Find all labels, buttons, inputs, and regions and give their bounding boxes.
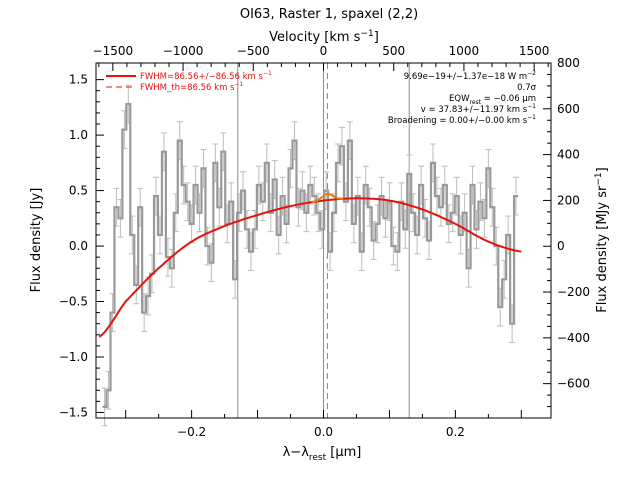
y2-tick-label: −200 bbox=[557, 285, 590, 299]
y-tick-label: −1.5 bbox=[59, 405, 88, 419]
x-tick-label: 0.2 bbox=[446, 425, 465, 439]
y2-tick-label: 200 bbox=[557, 193, 580, 207]
x2-axis-title: Velocity [km s−1] bbox=[269, 29, 379, 45]
y-tick-label: 0.0 bbox=[69, 239, 88, 253]
error-bars bbox=[101, 84, 520, 427]
y2-tick-label: 0 bbox=[557, 239, 565, 253]
x2-tick-label: 1500 bbox=[519, 44, 550, 58]
y-tick-label: −0.5 bbox=[59, 295, 88, 309]
line-fit-series bbox=[311, 192, 344, 204]
annotation-sigma: 0.7σ bbox=[517, 83, 537, 93]
x2-tick-label: 1000 bbox=[449, 44, 480, 58]
y-axis-title: Flux density [Jy] bbox=[29, 188, 44, 293]
reference-lines bbox=[237, 63, 410, 418]
y-tick-label: 1.0 bbox=[69, 128, 88, 142]
x-tick-label: 0.0 bbox=[314, 425, 333, 439]
y2-tick-label: −600 bbox=[557, 377, 590, 391]
x2-tick-label: −500 bbox=[237, 44, 270, 58]
legend-label-fwhm: FWHM=86.56+/−86.56 km s−1 bbox=[140, 70, 272, 82]
x2-tick-label: 500 bbox=[382, 44, 405, 58]
x2-tick-label: −1500 bbox=[93, 44, 134, 58]
y-axis-ticks: −1.5 −1.0 −0.5 0.0 0.5 1.0 1.5 bbox=[59, 73, 104, 419]
x-axis-ticks: −0.2 0.0 0.2 bbox=[125, 410, 522, 439]
x2-axis-ticks: −1500 −1000 −500 0 500 1000 1500 bbox=[93, 44, 550, 71]
annotation-velocity: v = 37.83+/−11.97 km s−1 bbox=[421, 103, 536, 115]
chart-title: OI63, Raster 1, spaxel (2,2) bbox=[240, 7, 418, 22]
y2-axis-title: Flux density [MJy sr−1] bbox=[594, 167, 610, 312]
x-axis-title: λ−λrest [μm] bbox=[283, 445, 362, 463]
annotation-flux: 9.69e−19+/−1.37e−18 W m−2 bbox=[404, 70, 536, 82]
y2-tick-label: 800 bbox=[557, 56, 580, 70]
fit-annotations: 9.69e−19+/−1.37e−18 W m−2 0.7σ EQWrest =… bbox=[388, 70, 537, 126]
data-step-series bbox=[102, 102, 519, 409]
legend-label-fwhm-th: FWHM_th=86.56 km s−1 bbox=[140, 81, 244, 93]
y2-axis-ticks: −600 −400 −200 0 200 400 600 800 bbox=[543, 56, 590, 408]
annotation-broadening: Broadening = 0.00+/−0.00 km s−1 bbox=[388, 114, 536, 126]
annotation-eqw: EQWrest = −0.06 μm bbox=[449, 94, 536, 106]
continuum-fit-series bbox=[98, 197, 522, 338]
x2-tick-label: −1000 bbox=[163, 44, 204, 58]
y-tick-label: 1.5 bbox=[69, 73, 88, 87]
y-tick-label: 0.5 bbox=[69, 184, 88, 198]
x-tick-label: −0.2 bbox=[177, 425, 206, 439]
y2-tick-label: 400 bbox=[557, 148, 580, 162]
y-tick-label: −1.0 bbox=[59, 350, 88, 364]
legend: FWHM=86.56+/−86.56 km s−1 FWHM_th=86.56 … bbox=[106, 70, 272, 93]
x2-tick-label: 0 bbox=[320, 44, 328, 58]
y2-tick-label: 600 bbox=[557, 102, 580, 116]
y2-tick-label: −400 bbox=[557, 331, 590, 345]
